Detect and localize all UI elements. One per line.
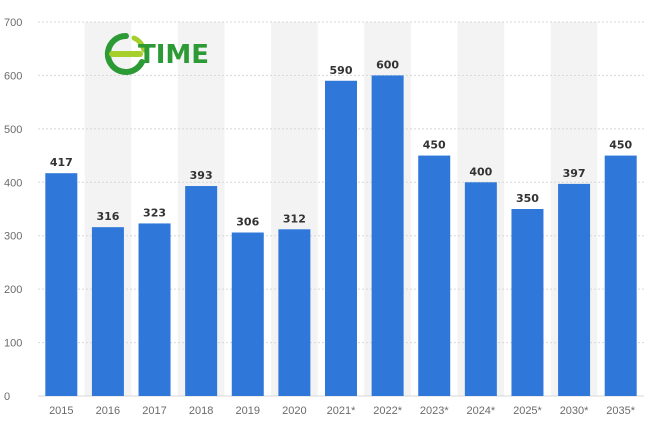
bar [604, 155, 637, 396]
bar-value-label: 397 [563, 167, 586, 180]
y-tick-label: 400 [4, 177, 22, 189]
bar [418, 155, 451, 396]
y-tick-label: 300 [4, 231, 22, 243]
y-tick-label: 200 [4, 284, 22, 296]
x-tick-label: 2024* [466, 405, 495, 417]
bar [278, 229, 311, 396]
bar-value-label: 316 [96, 210, 119, 223]
x-tick-label: 2019 [236, 405, 260, 417]
y-tick-label: 0 [4, 391, 10, 403]
y-axis-ticks: 0 100 200 300 400 500 600 700 [4, 17, 22, 403]
bar-value-label: 306 [236, 216, 259, 229]
x-tick-label: 2017 [142, 405, 166, 417]
x-tick-label: 2021* [327, 405, 356, 417]
bar [511, 209, 544, 396]
bar-value-label: 417 [50, 156, 73, 169]
x-tick-label: 2030* [560, 405, 589, 417]
y-tick-label: 600 [4, 70, 22, 82]
bar [91, 227, 124, 396]
bar [185, 186, 218, 396]
etime-logo-text: TIME [138, 40, 209, 70]
bar [325, 80, 357, 397]
value-labels: 417 316 323 393 306 312 590 600 450 400 350 397 450 [50, 58, 633, 228]
bar [45, 173, 78, 396]
y-tick-label: 100 [4, 338, 22, 350]
bar-value-label: 312 [283, 212, 306, 225]
x-tick-label: 2020 [282, 405, 306, 417]
x-axis-ticks: 2015 2016 2017 2018 2019 2020 2021* 2022* 2023* 2… [49, 405, 636, 417]
bar [371, 75, 404, 396]
x-tick-label: 2016 [96, 405, 120, 417]
etime-logo: TIME [100, 28, 240, 82]
x-tick-label: 2022* [373, 405, 402, 417]
x-tick-label: 2015 [49, 405, 73, 417]
etime-e-icon [104, 32, 147, 75]
logo-letters: TIME [138, 40, 210, 70]
y-tick-label: 500 [4, 124, 22, 136]
bar [558, 183, 591, 396]
bar-value-label: 350 [516, 192, 539, 205]
bar-value-label: 600 [376, 58, 399, 71]
bar-value-label: 590 [330, 64, 353, 77]
bar-value-label: 393 [190, 169, 213, 182]
y-tick-label: 700 [4, 17, 22, 29]
bar [231, 232, 264, 396]
bar [138, 223, 171, 396]
x-tick-label: 2035* [606, 405, 635, 417]
x-tick-label: 2023* [420, 405, 449, 417]
bar-value-label: 450 [423, 139, 446, 152]
bar-value-label: 400 [469, 165, 492, 178]
x-tick-label: 2025* [513, 405, 542, 417]
bar-value-label: 323 [143, 206, 166, 219]
x-tick-label: 2018 [189, 405, 213, 417]
bar-value-label: 450 [609, 139, 632, 152]
bars [45, 75, 637, 397]
bar [464, 182, 497, 396]
